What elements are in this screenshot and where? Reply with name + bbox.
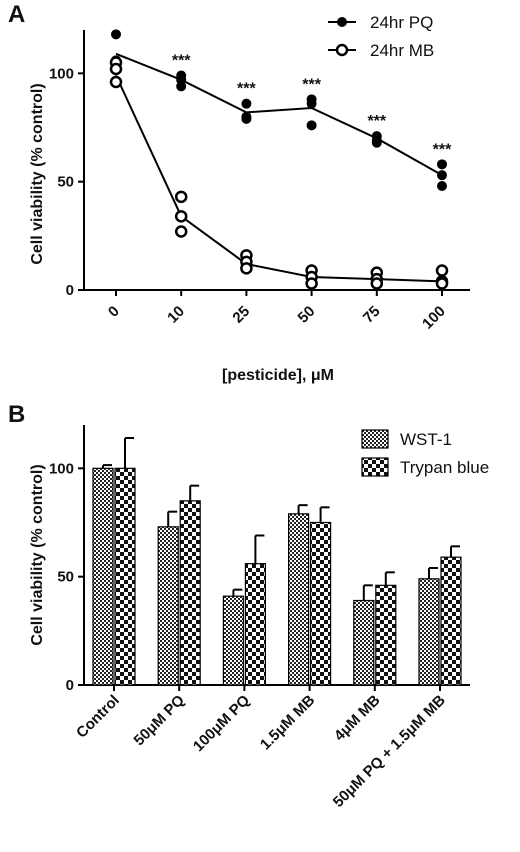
panel-a-x-tick-label: 50 xyxy=(295,303,319,327)
panel-a-y-tick-label: 0 xyxy=(66,282,74,299)
panel-b-bars xyxy=(92,467,462,686)
panel-b-bar xyxy=(418,578,440,686)
panel-b-x-tick-label: Control xyxy=(73,692,123,742)
panel-a-y-axis-title: Cell viability (% control) xyxy=(29,83,46,264)
panel-a-data-point xyxy=(176,81,187,92)
panel-a-legend-label: 24hr MB xyxy=(370,41,434,60)
panel-b-bar xyxy=(114,467,136,686)
panel-b-legend-label: Trypan blue xyxy=(400,458,489,477)
panel-b-bar xyxy=(92,467,114,686)
panel-a-series-lines xyxy=(115,52,443,283)
panel-b-legend-label: WST-1 xyxy=(400,430,452,449)
panel-a-data-point xyxy=(109,75,123,89)
panel-a-points xyxy=(109,29,449,290)
panel-b-bar xyxy=(179,500,201,686)
panel-a-y-ticks: 0 50 100 xyxy=(49,65,84,299)
panel-b-error-bars xyxy=(102,437,460,601)
panel-a-legend-label: 24hr PQ xyxy=(370,13,433,32)
panel-a-significance: *** *** *** *** *** xyxy=(172,53,452,159)
panel-a-data-point xyxy=(174,210,188,223)
panel-b-x-tick-label: 50μM PQ + 1.5μM MB xyxy=(330,692,449,811)
panel-a-data-point xyxy=(306,98,317,109)
panel-a-significance-marker: *** xyxy=(433,141,452,158)
panel-a-data-point xyxy=(437,170,447,181)
panel-b-y-ticks: 0 50 100 xyxy=(49,460,84,694)
panel-a-x-axis-title: [pesticide], μM xyxy=(222,367,334,384)
panel-b-bar xyxy=(375,584,397,686)
panel-a-legend-marker xyxy=(335,43,349,57)
panel-a-data-point xyxy=(370,277,384,290)
panel-a-data-point xyxy=(437,181,447,191)
panel-b-bar xyxy=(288,513,310,686)
panel-a-data-point xyxy=(111,29,121,40)
panel-b-legend-swatch xyxy=(361,429,389,449)
panel-a-significance-marker: *** xyxy=(172,53,191,70)
panel-a-data-point xyxy=(437,159,447,170)
panel-a-x-tick-label: 100 xyxy=(419,303,449,333)
panel-a-x-ticks: 0 10 25 50 75 100 xyxy=(105,290,449,333)
panel-a-legend-marker xyxy=(337,17,347,27)
panel-a-data-point xyxy=(306,120,317,131)
panel-b-y-tick-label: 0 xyxy=(66,677,74,694)
panel-a-significance-marker: *** xyxy=(302,76,321,93)
panel-a-significance-marker: *** xyxy=(237,81,256,98)
panel-a: A 0 50 100 0 10 25 50 75 100 *** *** *** *** *** Ce… xyxy=(8,1,470,384)
panel-b-y-axis-title: Cell viability (% control) xyxy=(29,464,46,645)
panel-a-legend: 24hr PQ 24hr MB xyxy=(328,13,434,60)
panel-a-axes xyxy=(83,30,470,291)
panel-a-letter: A xyxy=(8,1,25,28)
panel-a-y-tick-label: 50 xyxy=(57,174,74,191)
panel-b-x-tick-label: 100μM PQ xyxy=(190,692,254,756)
panel-a-series-line-1 xyxy=(115,52,443,177)
panel-b-y-tick-label: 50 xyxy=(57,569,74,586)
panel-a-x-tick-label: 25 xyxy=(229,303,253,327)
panel-b-x-tick-label: 1.5μM MB xyxy=(257,692,319,754)
panel-b-bar xyxy=(353,599,375,686)
panel-b-bar xyxy=(310,521,332,686)
panel-a-data-point xyxy=(109,62,123,76)
panel-b-legend: WST-1 Trypan blue xyxy=(361,429,489,477)
panel-a-data-point xyxy=(241,98,252,109)
panel-b-bar xyxy=(157,526,179,686)
panel-a-significance-marker: *** xyxy=(367,113,386,130)
panel-a-data-point xyxy=(435,277,449,290)
panel-b-bar xyxy=(244,563,266,686)
panel-a-data-point xyxy=(174,225,188,238)
panel-a-x-tick-label: 0 xyxy=(105,303,123,321)
panel-b-letter: B xyxy=(8,401,25,428)
panel-a-x-tick-label: 10 xyxy=(164,303,188,327)
panel-a-data-point xyxy=(305,277,318,290)
panel-a-data-point xyxy=(371,137,382,148)
panel-b-legend-swatch xyxy=(361,457,389,477)
panel-a-y-tick-label: 100 xyxy=(49,65,74,82)
panel-b: B 0 50 100 Control 50μM PQ 100μM PQ 1.5μM MB 4… xyxy=(8,401,489,811)
panel-a-data-point xyxy=(240,262,253,275)
panel-a-data-point xyxy=(435,264,449,277)
panel-b-bar xyxy=(222,595,244,686)
panel-a-x-tick-label: 75 xyxy=(360,303,384,327)
panel-a-data-point xyxy=(241,113,252,124)
panel-a-series-line-2 xyxy=(115,75,443,283)
panel-b-x-tick-label: 50μM PQ xyxy=(131,692,189,750)
panel-b-y-tick-label: 100 xyxy=(49,460,74,477)
panel-b-bar xyxy=(440,556,462,686)
panel-a-data-point xyxy=(174,190,188,204)
panel-b-x-tick-label: 4μM MB xyxy=(331,692,384,745)
panel-b-x-ticks: Control 50μM PQ 100μM PQ 1.5μM MB 4μM MB50μM… xyxy=(73,685,449,811)
